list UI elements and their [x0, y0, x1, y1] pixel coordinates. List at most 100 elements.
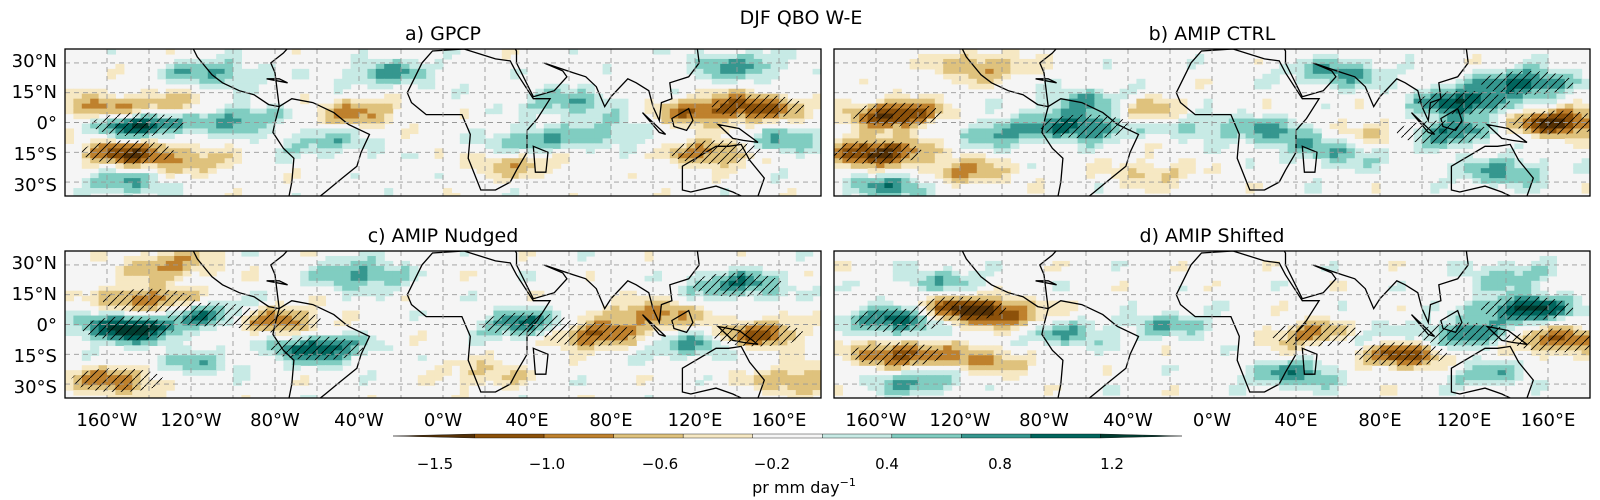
precip-cell: [686, 330, 696, 337]
precip-cell: [1438, 320, 1448, 327]
precip-cell: [804, 295, 814, 302]
precip-cell: [1077, 330, 1087, 337]
precip-cell: [476, 355, 486, 361]
precip-cell: [468, 158, 478, 164]
precip-cell: [1119, 88, 1129, 95]
precip-cell: [804, 370, 814, 376]
precip-cell: [711, 93, 721, 100]
precip-cell: [165, 63, 175, 70]
precip-cell: [762, 370, 772, 376]
precip-cell: [795, 133, 805, 139]
precip-cell: [1094, 168, 1104, 174]
precip-cell: [1035, 128, 1045, 135]
precip-cell: [1480, 295, 1490, 302]
precip-cell: [140, 138, 150, 144]
precip-cell: [1170, 178, 1179, 184]
precip-cell: [636, 295, 646, 302]
precip-cell: [779, 193, 788, 196]
precip-cell: [325, 360, 335, 366]
lat-tick-label: 30°N: [12, 253, 57, 274]
precip-cell: [1027, 295, 1037, 302]
precip-cell: [359, 270, 368, 277]
precip-cell: [926, 138, 936, 144]
precip-cell: [451, 193, 461, 196]
precip-cell: [140, 365, 150, 371]
precip-cell: [985, 320, 995, 327]
precip-cell: [594, 123, 604, 130]
precip-cell: [1111, 173, 1121, 179]
precip-cell: [535, 143, 545, 149]
precip-cell: [1170, 168, 1179, 174]
precip-cell: [703, 68, 713, 75]
precip-cell: [1111, 260, 1121, 267]
precip-cell: [909, 123, 919, 130]
precip-cell: [745, 73, 755, 80]
precip-cell: [770, 270, 780, 277]
precip-cell: [934, 280, 944, 287]
precip-cell: [644, 128, 654, 135]
precip-cell: [1245, 163, 1255, 169]
precip-cell: [333, 270, 343, 277]
precip-cell: [1094, 330, 1104, 337]
precip-cell: [149, 385, 158, 391]
precip-cell: [918, 93, 927, 100]
precip-cell: [249, 300, 259, 307]
precip-cell: [1388, 330, 1398, 337]
precip-cell: [1506, 158, 1515, 164]
precip-cell: [892, 270, 902, 277]
precip-cell: [1102, 138, 1112, 144]
precip-cell: [527, 113, 536, 120]
precip-cell: [892, 138, 902, 144]
precip-cell: [1195, 118, 1205, 125]
precip-cell: [960, 128, 969, 135]
precip-cell: [468, 290, 478, 297]
precip-cell: [266, 68, 276, 75]
precip-cell: [985, 270, 995, 277]
precip-cell: [1312, 133, 1322, 139]
precip-cell: [291, 168, 301, 174]
precip-cell: [985, 138, 995, 144]
precip-cell: [1346, 73, 1356, 80]
precip-cell: [451, 88, 461, 95]
precip-cell: [384, 275, 394, 282]
precip-cell: [1270, 285, 1280, 292]
precip-cell: [207, 73, 217, 80]
precip-cell: [182, 78, 192, 85]
precip-cell: [1346, 143, 1356, 149]
precip-cell: [918, 193, 927, 196]
precip-cell: [300, 68, 310, 75]
precip-cell: [291, 305, 301, 312]
precip-cell: [1086, 168, 1095, 174]
precip-cell: [1203, 285, 1213, 292]
precip-cell: [779, 63, 788, 70]
precip-cell: [384, 58, 394, 65]
precip-cell: [804, 395, 814, 398]
precip-cell: [283, 113, 293, 120]
precip-cell: [325, 265, 335, 272]
precip-cell: [1338, 153, 1347, 159]
precip-cell: [1262, 360, 1272, 366]
precip-cell: [527, 108, 536, 115]
precip-cell: [1472, 285, 1482, 292]
precip-cell: [224, 193, 234, 196]
precip-cell: [1018, 320, 1028, 327]
precip-cell: [359, 260, 368, 267]
precip-cell: [1170, 265, 1179, 272]
precip-cell: [451, 360, 461, 366]
precip-cell: [901, 128, 911, 135]
precip-cell: [787, 188, 797, 194]
precip-cell: [258, 290, 268, 297]
precip-cell: [165, 380, 175, 386]
precip-cell: [560, 128, 570, 135]
precip-cell: [266, 73, 276, 80]
precip-cell: [585, 103, 595, 110]
precip-cell: [611, 320, 620, 327]
precip-cell: [1161, 178, 1171, 184]
gridlines: [834, 49, 1590, 196]
precip-cell: [1455, 375, 1465, 381]
precip-cell: [233, 88, 242, 95]
precip-cell: [199, 163, 209, 169]
precip-cell: [308, 295, 318, 302]
precip-cell: [233, 68, 242, 75]
precip-cell: [627, 173, 637, 179]
